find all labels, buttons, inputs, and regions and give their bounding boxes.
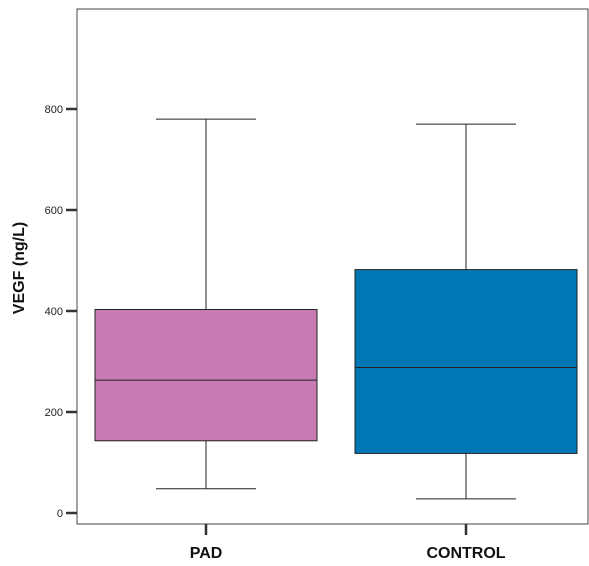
y-tick-label: 600 [45,205,63,217]
y-axis-ticks: 0 200 400 600 800 [45,104,77,520]
y-tick-label: 0 [57,508,63,520]
plot-frame [76,8,589,525]
x-axis-ticks: PAD CONTROL [190,524,506,562]
x-category-label: CONTROL [426,545,505,562]
box-pad [94,118,318,490]
y-tick-label: 200 [45,407,63,419]
y-tick-label: 800 [45,104,63,116]
box-control [354,123,578,500]
y-tick-label: 400 [45,306,63,318]
y-axis-title: VEGF (ng/L) [11,222,28,314]
box-series [94,118,578,500]
x-category-label: PAD [190,545,223,562]
iqr-box [354,269,578,454]
iqr-box [94,308,318,442]
